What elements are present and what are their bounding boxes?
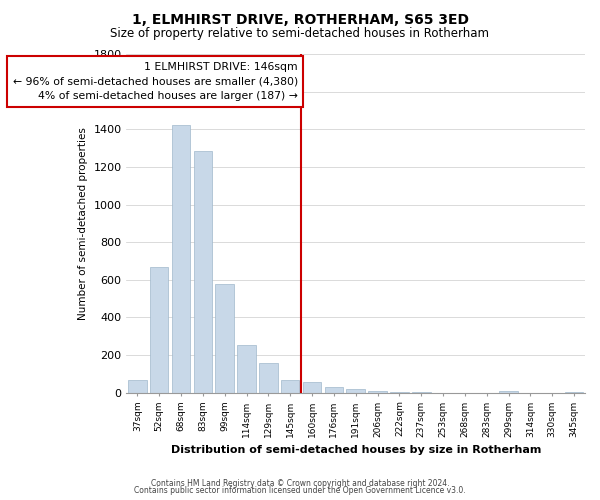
Text: Contains HM Land Registry data © Crown copyright and database right 2024.: Contains HM Land Registry data © Crown c… (151, 478, 449, 488)
Bar (368, 391, 387, 392)
Y-axis label: Number of semi-detached properties: Number of semi-detached properties (78, 127, 88, 320)
Bar (499, 391, 518, 392)
Bar (346, 389, 365, 392)
Text: Contains public sector information licensed under the Open Government Licence v3: Contains public sector information licen… (134, 486, 466, 495)
Text: Size of property relative to semi-detached houses in Rotherham: Size of property relative to semi-detach… (110, 28, 490, 40)
Bar (259, 364, 278, 392)
Bar (237, 344, 256, 393)
Bar (194, 151, 212, 392)
Text: 1 ELMHIRST DRIVE: 146sqm
← 96% of semi-detached houses are smaller (4,380)
  4% : 1 ELMHIRST DRIVE: 146sqm ← 96% of semi-d… (13, 62, 298, 101)
Bar (128, 380, 146, 392)
Bar (150, 266, 169, 392)
Bar (215, 284, 234, 393)
Bar (325, 387, 343, 392)
X-axis label: Distribution of semi-detached houses by size in Rotherham: Distribution of semi-detached houses by … (170, 445, 541, 455)
Bar (303, 382, 322, 392)
Text: 1, ELMHIRST DRIVE, ROTHERHAM, S65 3ED: 1, ELMHIRST DRIVE, ROTHERHAM, S65 3ED (131, 12, 469, 26)
Bar (172, 126, 190, 392)
Bar (281, 380, 299, 392)
